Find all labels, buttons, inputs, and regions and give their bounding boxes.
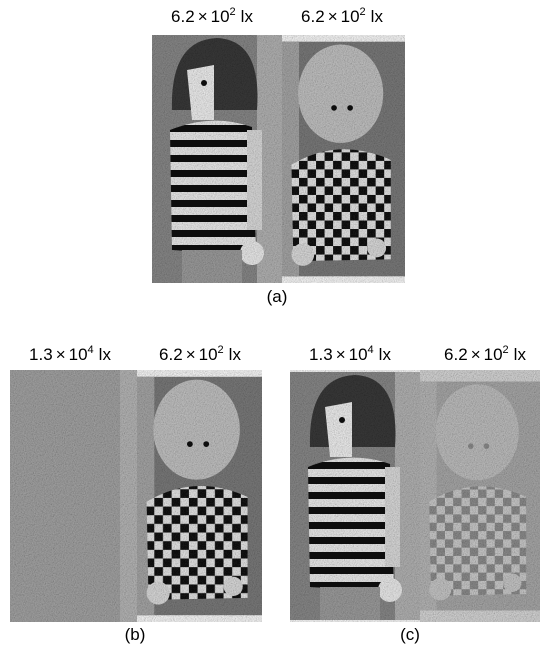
panel-caption: (a) [267, 287, 288, 306]
exponent: 4 [368, 344, 374, 356]
photo-a [152, 35, 405, 283]
base: 10 [199, 345, 218, 364]
coefficient: 6.2 [171, 7, 195, 26]
base: 10 [341, 7, 360, 26]
photo-c [290, 370, 540, 622]
operator: × [186, 345, 196, 364]
illuminance-label: 6.2×102 lx [171, 6, 253, 26]
illuminance-label: 6.2×102 lx [159, 344, 241, 364]
coefficient: 1.3 [29, 345, 53, 364]
operator: × [198, 7, 208, 26]
base: 10 [484, 345, 503, 364]
operator: × [328, 7, 338, 26]
coefficient: 6.2 [444, 345, 468, 364]
operator: × [471, 345, 481, 364]
exponent: 2 [503, 344, 509, 356]
illuminance-label: 6.2×102 lx [301, 6, 383, 26]
unit: lx [379, 345, 392, 364]
base: 10 [69, 345, 88, 364]
unit: lx [99, 345, 112, 364]
exponent: 2 [230, 6, 236, 18]
unit: lx [229, 345, 242, 364]
base: 10 [349, 345, 368, 364]
operator: × [56, 345, 66, 364]
illuminance-label: 1.3×104 lx [29, 344, 111, 364]
unit: lx [371, 7, 384, 26]
panel-caption: (c) [400, 625, 420, 644]
unit: lx [514, 345, 527, 364]
base: 10 [211, 7, 230, 26]
figure: 6.2×102lx6.2×102lx(a)1.3×104lx6.2×102lx(… [0, 0, 545, 652]
unit: lx [241, 7, 254, 26]
illuminance-label: 1.3×104 lx [309, 344, 391, 364]
coefficient: 6.2 [301, 7, 325, 26]
panel-caption: (b) [125, 625, 146, 644]
exponent: 4 [88, 344, 94, 356]
coefficient: 6.2 [159, 345, 183, 364]
illuminance-label: 6.2×102 lx [444, 344, 526, 364]
photo-b [10, 370, 262, 622]
operator: × [336, 345, 346, 364]
coefficient: 1.3 [309, 345, 333, 364]
exponent: 2 [218, 344, 224, 356]
exponent: 2 [360, 6, 366, 18]
